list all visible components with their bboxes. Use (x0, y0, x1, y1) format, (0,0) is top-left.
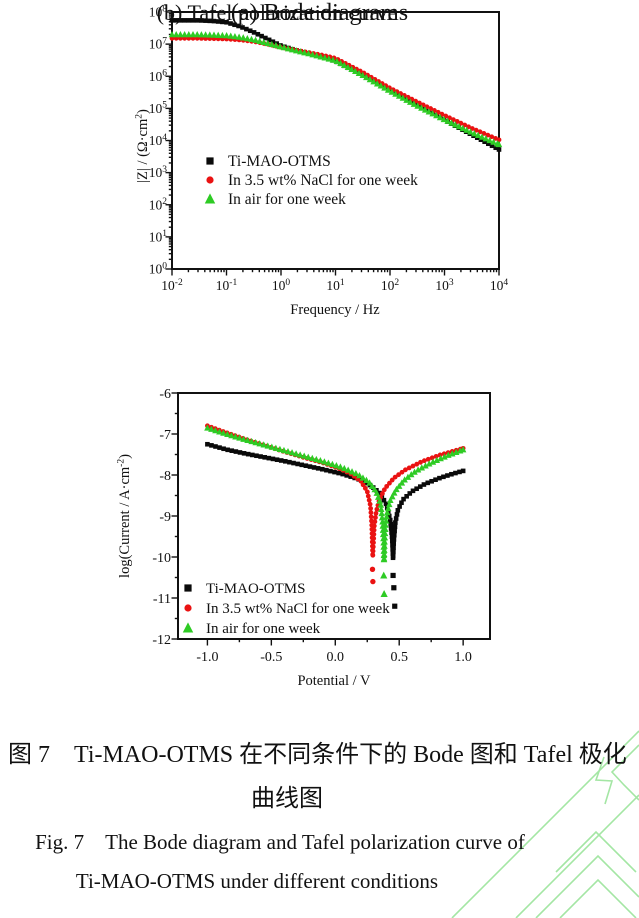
svg-text:106: 106 (149, 69, 168, 84)
tafel-ticks (171, 392, 464, 646)
bode-legend-label-1: Ti-MAO-OTMS (228, 153, 331, 170)
svg-text:-11: -11 (153, 592, 171, 607)
svg-text:-7: -7 (159, 428, 171, 443)
figure-caption-english-line2: Ti-MAO-OTMS under different conditions (75, 869, 439, 893)
bode-legend-item-2: In 3.5 wt% NaCl for one week (206, 172, 418, 189)
svg-text:101: 101 (326, 278, 345, 293)
svg-text:101: 101 (149, 229, 168, 244)
bode-series-in-air-for-one-week (168, 31, 503, 148)
svg-text:103: 103 (435, 278, 454, 293)
bode-legend-item-3: In air for one week (204, 191, 346, 208)
svg-text:-10: -10 (152, 551, 171, 566)
svg-text:0.0: 0.0 (327, 650, 345, 665)
figure-caption-chinese-line1: 图 7 Ti-MAO-OTMS 在不同条件下的 Bode 图和 Tafel 极化 (8, 742, 627, 768)
tafel-series-in-3-5-wt-nacl-for-one-week (205, 423, 466, 585)
svg-text:10-2: 10-2 (161, 278, 183, 293)
tafel-tick-labels: -1.0 -0.5 0.0 0.5 1.0 -6 -7 -8 -9 -10 -11 -12 (152, 387, 472, 665)
svg-text:-0.5: -0.5 (260, 650, 282, 665)
svg-text:100: 100 (272, 278, 291, 293)
tafel-x-axis-label: Potential / V (297, 673, 371, 689)
bode-y-axis-label: |Z| / (Ω·cm2) (134, 109, 151, 183)
bode-tick-labels: 10-2 10-1 100 101 102 103 104 100 101 102 103 104 10… (149, 4, 509, 293)
caption-panel-a: (a) Bode diagrams (230, 0, 409, 26)
svg-text:105: 105 (149, 101, 168, 116)
svg-text:1.0: 1.0 (454, 650, 472, 665)
svg-text:-1.0: -1.0 (196, 650, 218, 665)
svg-text:100: 100 (149, 261, 168, 276)
bode-legend-label-3: In air for one week (228, 191, 346, 208)
svg-text:-12: -12 (152, 633, 171, 648)
bode-legend-item-1: Ti-MAO-OTMS (206, 153, 331, 170)
tafel-legend-label-2: In 3.5 wt% NaCl for one week (206, 601, 390, 617)
tafel-legend-item-1: Ti-MAO-OTMS (184, 581, 305, 597)
svg-text:10-1: 10-1 (216, 278, 238, 293)
bode-legend: Ti-MAO-OTMS In 3.5 wt% NaCl for one week I… (204, 153, 418, 208)
bode-series-in-3-5-wt-nacl-for-one-week (169, 35, 502, 143)
figure-caption-chinese-line2: 曲线图 (251, 786, 323, 812)
svg-text:102: 102 (381, 278, 400, 293)
tafel-legend-label-1: Ti-MAO-OTMS (206, 581, 305, 597)
bode-ticks (165, 11, 500, 276)
bode-legend-label-2: In 3.5 wt% NaCl for one week (228, 172, 418, 189)
bode-plot-box (171, 11, 500, 270)
svg-text:-8: -8 (159, 469, 171, 484)
tafel-legend: Ti-MAO-OTMS In 3.5 wt% NaCl for one week I… (182, 581, 390, 637)
tafel-legend-item-3: In air for one week (182, 621, 321, 637)
svg-text:107: 107 (149, 36, 168, 51)
svg-text:0.5: 0.5 (390, 650, 408, 665)
bode-chart: 10-2 10-1 100 101 102 103 104 100 101 102 103 104 10… (134, 4, 508, 318)
svg-text:108: 108 (149, 4, 168, 19)
svg-text:102: 102 (149, 197, 168, 212)
tafel-series-in-air-for-one-week (204, 424, 467, 597)
svg-text:-9: -9 (159, 510, 171, 525)
tafel-legend-label-3: In air for one week (206, 621, 321, 637)
tafel-series-ti-mao-otms (205, 441, 466, 609)
svg-text:103: 103 (149, 165, 168, 180)
tafel-y-axis-label: log(Current / A·cm-2) (116, 454, 133, 578)
watermark-pattern (451, 730, 639, 918)
svg-text:-6: -6 (159, 387, 171, 402)
bode-x-axis-label: Frequency / Hz (290, 302, 380, 318)
figure-caption-english-line1: Fig. 7 The Bode diagram and Tafel polari… (35, 830, 525, 854)
caption-panel-b: (b) Tafel polarization curve (156, 0, 398, 25)
svg-text:104: 104 (490, 278, 509, 293)
svg-text:104: 104 (149, 133, 168, 148)
tafel-legend-item-2: In 3.5 wt% NaCl for one week (184, 601, 390, 617)
tafel-chart: -1.0 -0.5 0.0 0.5 1.0 -6 -7 -8 -9 -10 -11 -12 Potent… (116, 387, 491, 689)
